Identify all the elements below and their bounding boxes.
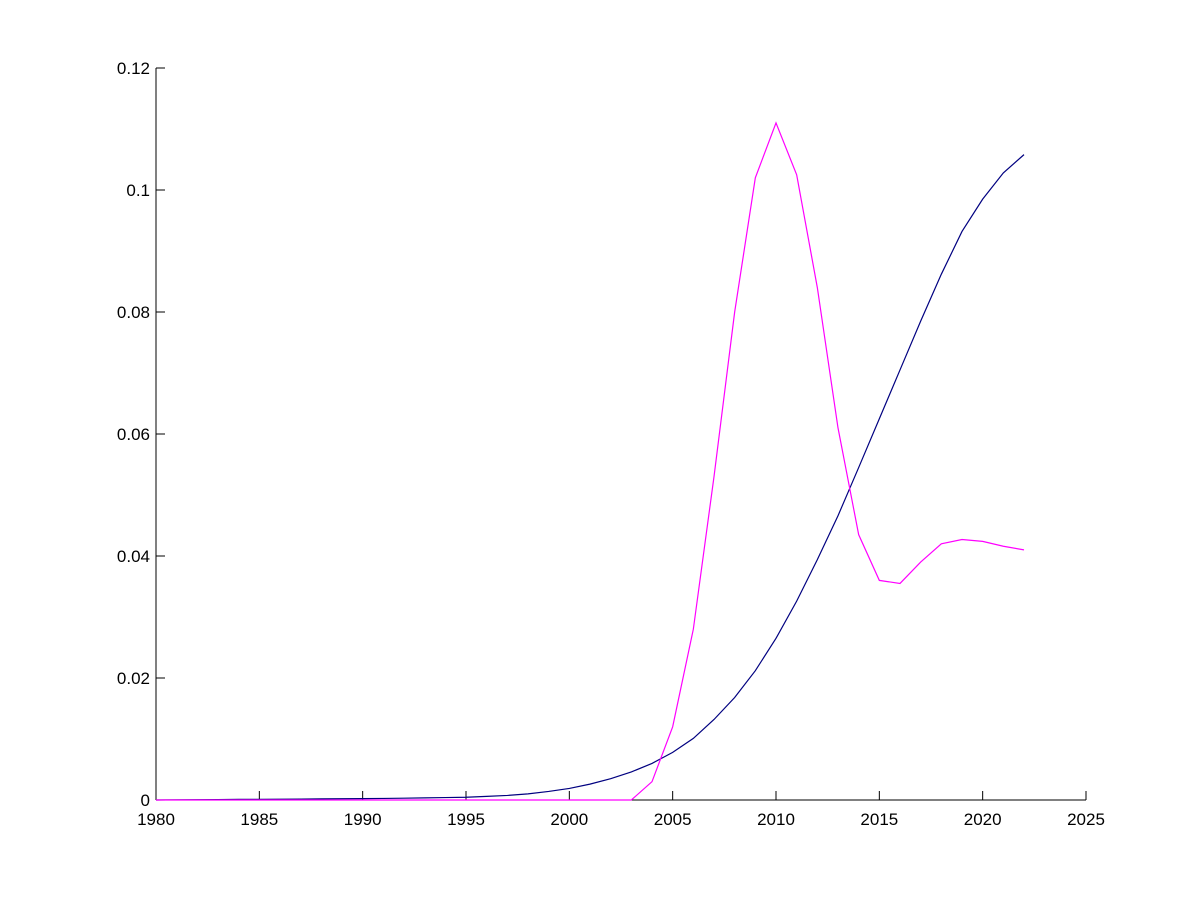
x-tick-label: 2010 (757, 810, 795, 829)
x-tick-label: 1995 (447, 810, 485, 829)
y-tick-label: 0.02 (117, 669, 150, 688)
y-tick-label: 0.04 (117, 547, 150, 566)
y-tick-label: 0 (141, 791, 150, 810)
line-series (155, 154, 1025, 801)
x-tick-label: 1985 (240, 810, 278, 829)
y-tick-label: 0.06 (117, 425, 150, 444)
x-tick-label: 2015 (860, 810, 898, 829)
x-tick-label: 1990 (344, 810, 382, 829)
x-tick-label: 2020 (964, 810, 1002, 829)
y-tick-label: 0.12 (117, 59, 150, 78)
y-tick-label: 0.08 (117, 303, 150, 322)
y-tick-label: 0.1 (126, 181, 150, 200)
line-series (156, 121, 1025, 801)
x-tick-label: 1980 (137, 810, 175, 829)
x-tick-label: 2005 (654, 810, 692, 829)
x-tick-label: 2025 (1067, 810, 1105, 829)
x-tick-label: 2000 (550, 810, 588, 829)
